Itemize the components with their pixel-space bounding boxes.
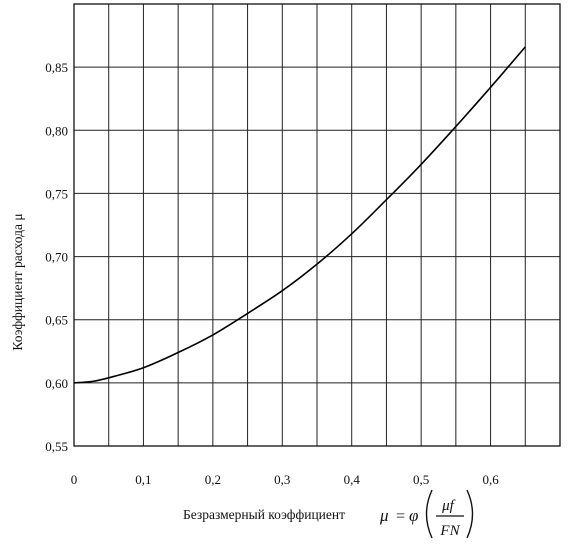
formula-denominator: FN	[439, 523, 460, 539]
x-tick-label: 0,6	[482, 472, 499, 487]
y-tick-label: 0,65	[45, 313, 68, 328]
x-tick-label: 0	[71, 472, 78, 487]
x-tick-label: 0,1	[135, 472, 151, 487]
formula-lhs: μ	[379, 506, 389, 525]
x-tick-label: 0,4	[344, 472, 361, 487]
series-group	[73, 46, 526, 384]
formula-numerator: μf	[441, 498, 456, 514]
y-tick-label: 0,60	[45, 376, 68, 391]
formula-paren-left	[425, 489, 433, 539]
y-axis-title: Коэффициент расхода μ	[10, 213, 25, 350]
formula-func: φ	[409, 506, 418, 525]
formula-paren-right	[466, 489, 474, 539]
x-tick-label: 0,5	[413, 472, 429, 487]
tick-labels: 0 0,1 0,2 0,3 0,4 0,5 0,6 0,55 0,60 0,65 0,70 0,75 0…	[45, 60, 499, 487]
formula-eq: =	[395, 508, 406, 525]
y-tick-label: 0,80	[45, 123, 68, 138]
series-line	[73, 46, 526, 384]
grid	[74, 4, 560, 446]
x-axis-title: Безразмерный коэффициент μ = φ μf FN	[183, 489, 474, 539]
x-axis-title-text: Безразмерный коэффициент	[183, 507, 345, 522]
y-tick-label: 0,70	[45, 250, 68, 265]
y-tick-label: 0,85	[45, 60, 68, 75]
x-tick-label: 0,2	[205, 472, 221, 487]
y-tick-label: 0,55	[45, 439, 68, 454]
x-tick-label: 0,3	[274, 472, 290, 487]
plot-frame	[73, 3, 561, 447]
y-tick-label: 0,75	[45, 186, 68, 201]
